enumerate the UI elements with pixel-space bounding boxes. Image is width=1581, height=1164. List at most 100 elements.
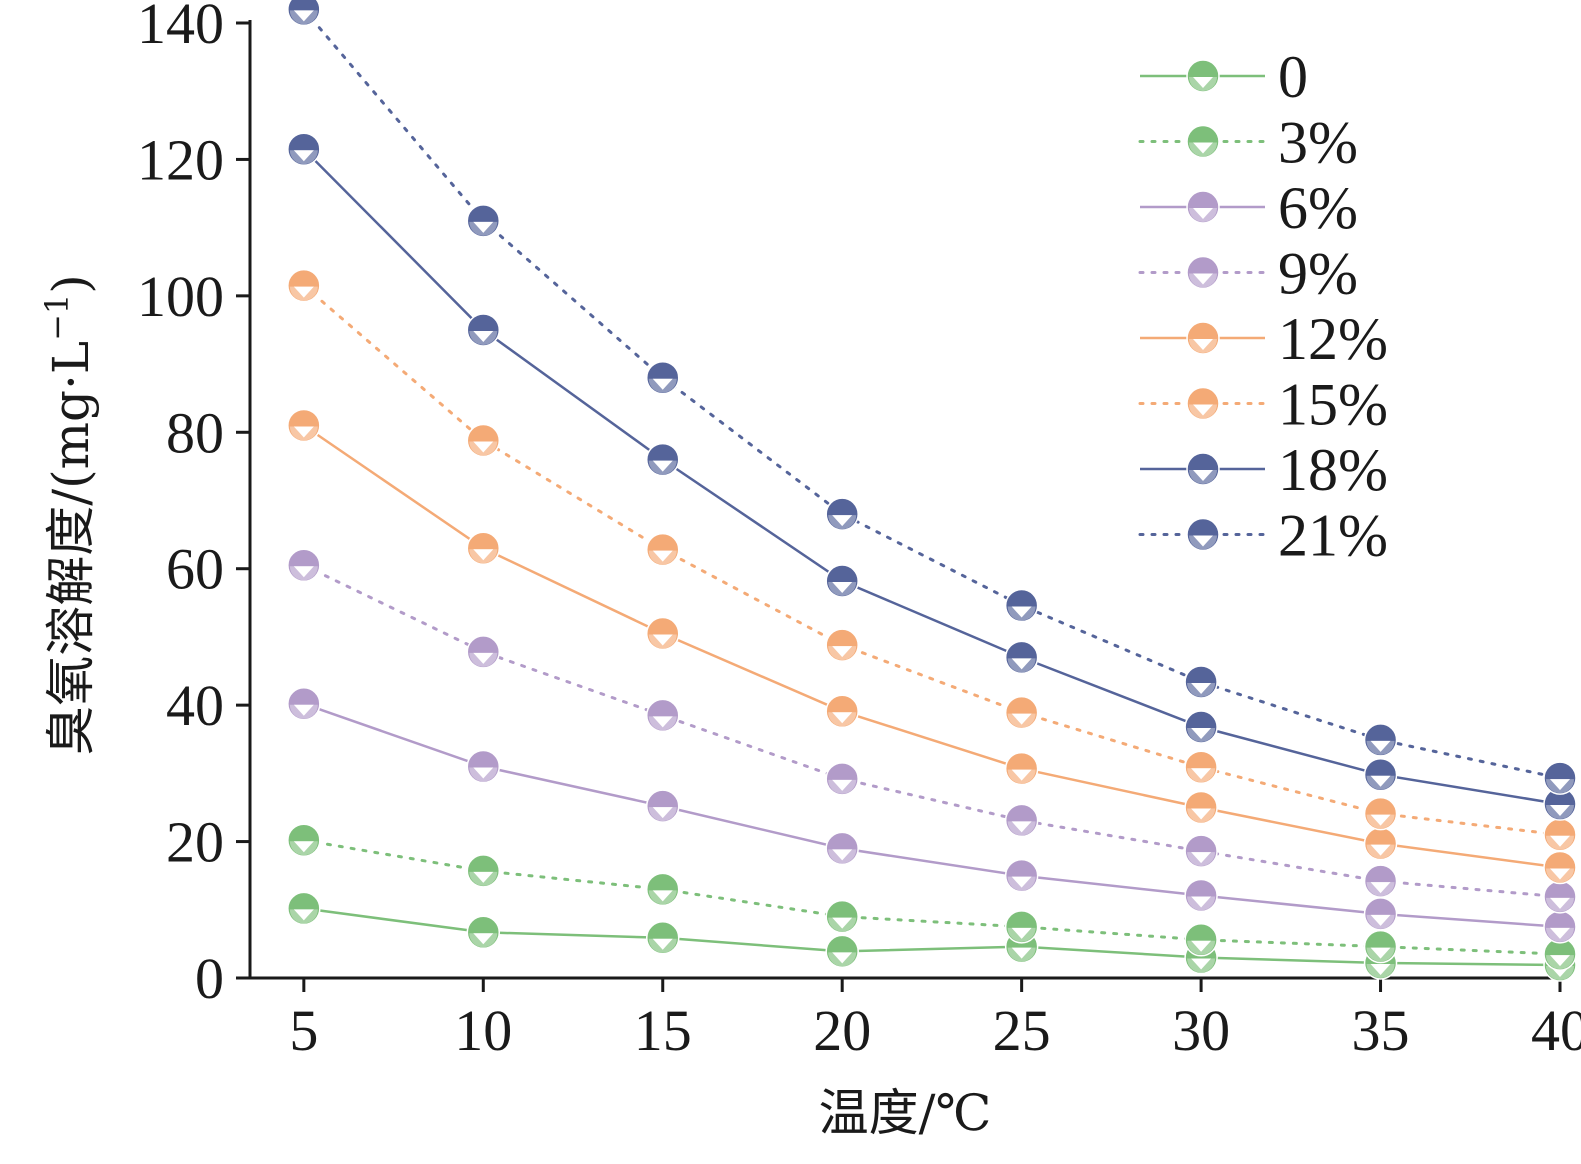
data-point bbox=[1543, 787, 1577, 821]
y-tick-label: 100 bbox=[137, 264, 224, 329]
data-point bbox=[287, 0, 321, 27]
series-3 bbox=[287, 548, 1577, 914]
data-point bbox=[825, 694, 859, 729]
data-point bbox=[1543, 850, 1577, 885]
legend-marker bbox=[1186, 452, 1220, 486]
y-tick-label: 40 bbox=[166, 673, 224, 738]
data-point bbox=[1184, 665, 1218, 699]
y-tick-label: 140 bbox=[137, 0, 224, 56]
series-line bbox=[303, 702, 1561, 929]
legend-item: 0 bbox=[1140, 44, 1308, 110]
data-point bbox=[1184, 834, 1218, 868]
legend-label: 12% bbox=[1278, 306, 1388, 372]
x-axis-title: 温度/℃ bbox=[819, 1084, 992, 1142]
y-tick-label: 0 bbox=[195, 946, 224, 1011]
data-point bbox=[287, 548, 321, 583]
data-point bbox=[825, 628, 859, 662]
x-tick-label: 15 bbox=[634, 998, 692, 1063]
data-point bbox=[466, 531, 501, 565]
data-point bbox=[1004, 695, 1039, 730]
series-2 bbox=[287, 687, 1577, 944]
y-axis-title-superscript: −1 bbox=[38, 294, 76, 341]
data-point bbox=[466, 204, 501, 238]
data-point bbox=[1004, 588, 1039, 623]
data-point bbox=[1184, 750, 1218, 784]
legend-label: 9% bbox=[1278, 241, 1358, 307]
legend-item: 18% bbox=[1140, 437, 1388, 503]
series-line bbox=[303, 424, 1561, 869]
x-tick-label: 40 bbox=[1531, 998, 1581, 1063]
data-point bbox=[645, 442, 680, 477]
y-tick-label: 60 bbox=[166, 537, 224, 602]
data-point bbox=[466, 749, 501, 784]
data-point bbox=[466, 313, 501, 347]
data-point bbox=[645, 360, 680, 395]
data-point bbox=[1184, 710, 1218, 744]
legend-item: 3% bbox=[1138, 110, 1358, 176]
data-point bbox=[287, 132, 321, 166]
legend-marker bbox=[1186, 59, 1220, 93]
legend-item: 12% bbox=[1140, 306, 1388, 372]
series-line bbox=[302, 284, 1562, 837]
x-tick-label: 25 bbox=[993, 998, 1051, 1063]
data-point bbox=[1363, 864, 1398, 898]
data-point bbox=[1004, 910, 1039, 944]
series-line bbox=[303, 907, 1561, 967]
data-point bbox=[466, 854, 501, 888]
x-tick-label: 30 bbox=[1172, 998, 1230, 1063]
data-point bbox=[287, 823, 321, 857]
legend-label: 15% bbox=[1278, 372, 1388, 438]
legend-label: 6% bbox=[1278, 175, 1358, 241]
x-tick-label: 10 bbox=[454, 998, 512, 1063]
x-tick-label: 5 bbox=[289, 998, 318, 1063]
data-point bbox=[825, 899, 859, 934]
legend-item: 15% bbox=[1138, 372, 1388, 438]
y-tick-label: 20 bbox=[166, 810, 224, 875]
data-point bbox=[1184, 790, 1218, 825]
data-point bbox=[1363, 723, 1398, 757]
data-point bbox=[825, 762, 859, 796]
data-point bbox=[287, 408, 321, 443]
data-point bbox=[645, 616, 680, 651]
data-point bbox=[287, 268, 321, 303]
series-line bbox=[302, 148, 1561, 806]
data-point bbox=[645, 698, 680, 733]
data-point bbox=[1184, 923, 1218, 957]
data-point bbox=[825, 497, 859, 531]
data-point bbox=[1543, 880, 1577, 914]
legend-item: 6% bbox=[1140, 175, 1358, 241]
data-point bbox=[825, 831, 859, 866]
legend-item: 9% bbox=[1138, 241, 1358, 307]
legend-marker bbox=[1186, 386, 1220, 421]
data-point bbox=[1004, 803, 1039, 838]
legend-label: 3% bbox=[1278, 110, 1358, 176]
y-axis-title: 臭氧溶解度/(mg·L−1) bbox=[38, 274, 100, 756]
y-tick-label: 120 bbox=[137, 127, 224, 192]
data-point bbox=[1543, 761, 1577, 795]
legend: 03%6%9%12%15%18%21% bbox=[1138, 44, 1388, 569]
data-point bbox=[287, 891, 321, 926]
data-point bbox=[1363, 897, 1398, 931]
y-ticks: 0 20 40 60 80 100 120 140 bbox=[137, 0, 250, 1011]
data-point bbox=[466, 635, 501, 669]
series-5 bbox=[287, 268, 1577, 852]
y-tick-label: 80 bbox=[166, 400, 224, 465]
x-ticks: 5 10 15 20 25 30 35 40 bbox=[289, 978, 1581, 1063]
y-axis-title-close: ) bbox=[42, 274, 100, 294]
data-point bbox=[1363, 757, 1398, 792]
data-point bbox=[825, 934, 859, 969]
data-point bbox=[1004, 640, 1039, 675]
series-line bbox=[302, 7, 1562, 780]
series-0 bbox=[287, 891, 1577, 982]
series-layer bbox=[287, 0, 1577, 982]
data-point bbox=[1543, 910, 1577, 944]
data-point bbox=[825, 564, 859, 598]
data-point bbox=[645, 872, 680, 907]
series-7 bbox=[287, 0, 1577, 795]
data-point bbox=[466, 915, 501, 950]
data-point bbox=[1363, 796, 1398, 831]
legend-marker bbox=[1186, 321, 1220, 355]
data-point bbox=[645, 921, 680, 955]
data-point bbox=[287, 687, 321, 721]
